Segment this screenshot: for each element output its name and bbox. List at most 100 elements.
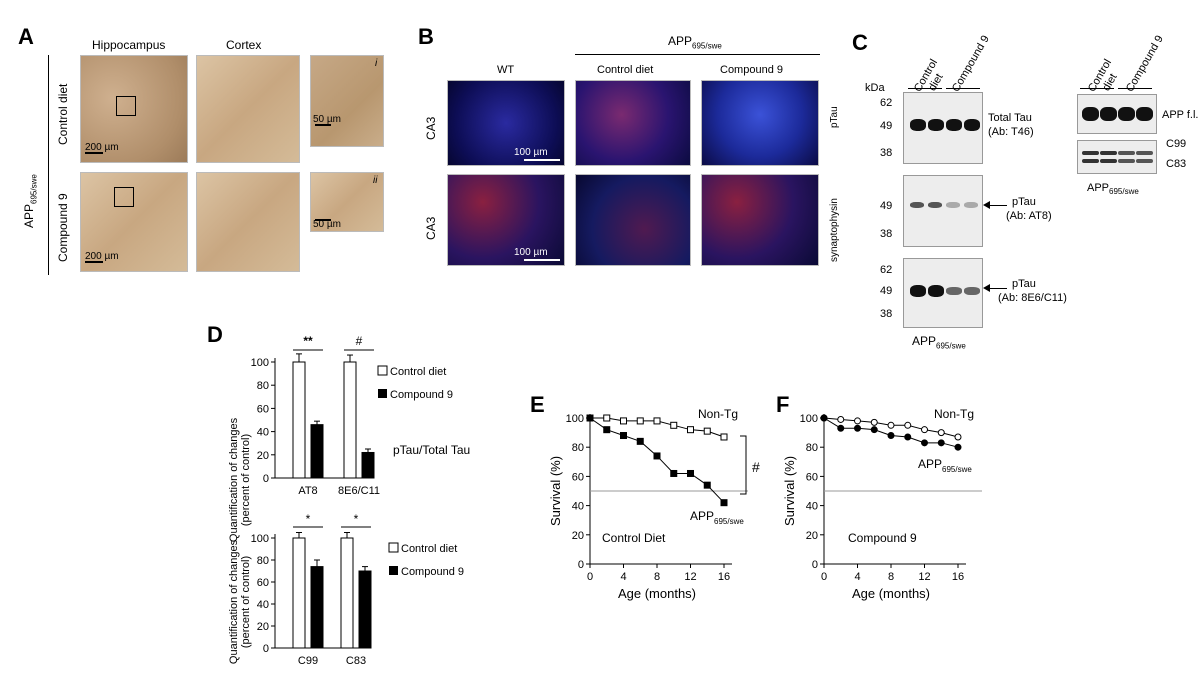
wt-ptau-image: 100 µm: [447, 80, 565, 166]
scale-50-b: 50 µm: [313, 219, 341, 230]
y-axis-title: Survival (%): [782, 456, 797, 526]
data-point: [620, 417, 627, 425]
arrow-head-icon: [983, 284, 990, 292]
y-tick-label: 0: [812, 559, 818, 571]
genotype-label-a: APP695/swe: [22, 174, 39, 228]
e-sig: #: [752, 459, 760, 475]
y-tick-label: 60: [572, 471, 584, 483]
mw-38-b: 38: [880, 228, 893, 240]
data-point: [586, 414, 594, 422]
app-fl-blot: [1077, 94, 1157, 134]
compound-ptau-image: [701, 80, 819, 166]
y-tick-label: 100: [800, 413, 818, 425]
scale-100-b: 100 µm: [514, 247, 548, 258]
ptau-at8-blot: [903, 175, 983, 247]
lane-bracket: [1118, 88, 1152, 89]
bar: [310, 424, 324, 479]
y-tick-label: 60: [257, 577, 269, 589]
data-point: [670, 469, 678, 477]
panel-d-charts: Quantification of changes (percent of co…: [228, 334, 470, 667]
data-point: [921, 426, 928, 434]
f-nontg-label: Non-Tg: [934, 407, 974, 421]
lane-compound-9: Compound 9: [950, 33, 992, 94]
band: [1082, 151, 1099, 155]
control-synaptophysin-image: [575, 174, 691, 266]
panel-c-label: C: [852, 30, 868, 55]
x-tick-label: 16: [952, 571, 964, 583]
e-annotation: Control Diet: [602, 531, 666, 545]
data-point: [703, 427, 711, 435]
x-tick-label: 8: [888, 571, 894, 583]
y-tick-label: 40: [257, 427, 269, 439]
category-label: 8E6/C11: [338, 485, 380, 497]
genotype-label-c-right: APP695/swe: [1087, 182, 1139, 197]
lane-bracket: [908, 88, 942, 89]
data-point: [670, 421, 678, 429]
data-point: [904, 421, 912, 429]
d-ylabel-1: Quantification of changes: [228, 417, 240, 542]
total-tau-antibody: (Ab: T46): [988, 126, 1034, 138]
data-point: [603, 414, 611, 422]
y-tick-label: 40: [257, 599, 269, 611]
mw-49-c: 49: [880, 285, 893, 297]
y-tick-label: 40: [572, 501, 584, 513]
y-tick-label: 20: [257, 450, 269, 462]
mw-49-b: 49: [880, 200, 893, 212]
category-label: C83: [346, 655, 366, 667]
category-label: C99: [298, 655, 318, 667]
band: [1136, 159, 1153, 163]
data-point: [687, 469, 694, 477]
e-app-label: APP695/swe: [690, 509, 744, 526]
d-ylabel-2b: (percent of control): [240, 556, 252, 648]
d-legend-swatch-control: [377, 365, 388, 376]
control-ptau-image: [575, 80, 691, 166]
mw-49-a: 49: [880, 120, 893, 132]
y-tick-label: 20: [806, 530, 818, 542]
group-app-label: APP695/swe: [668, 34, 722, 51]
significance-bracket: [740, 435, 747, 495]
col-hippocampus: Hippocampus: [92, 38, 166, 52]
data-point: [603, 426, 611, 434]
lane-bracket: [946, 88, 980, 89]
row-compound-9: Compound 9: [56, 193, 70, 262]
band: [1118, 107, 1135, 121]
x-tick-label: 12: [918, 571, 930, 583]
col-compound-9-b: Compound 9: [720, 64, 783, 76]
scale-100-a: 100 µm: [514, 147, 548, 158]
band: [910, 202, 924, 208]
data-point: [921, 439, 928, 447]
scale-bar: [85, 261, 103, 263]
data-point: [837, 415, 845, 423]
x-axis-title: Age (months): [852, 586, 930, 601]
y-tick-label: 100: [251, 357, 269, 369]
hippocampus-control-image: 200 µm: [80, 55, 188, 163]
y-tick-label: 80: [257, 380, 269, 392]
f-plot-area: 0 20 40 60 80 100 0 4 8 12 16 Age (months) Survival …: [782, 413, 982, 601]
panel-a-label: A: [18, 24, 34, 49]
band: [928, 202, 942, 208]
scale-50-a: 50 µm: [313, 114, 341, 125]
col-control-diet-b: Control diet: [597, 64, 654, 76]
band: [1082, 107, 1099, 121]
band: [1118, 151, 1135, 155]
bar: [340, 537, 354, 649]
data-point: [720, 499, 728, 507]
y-tick-label: 0: [263, 473, 269, 485]
marker-synaptophysin: synaptophysin: [829, 198, 840, 262]
group-bracket: [575, 54, 820, 55]
e-nontg-label: Non-Tg: [698, 407, 738, 421]
category-label: AT8: [298, 485, 317, 497]
band: [928, 285, 944, 297]
bar: [343, 361, 357, 479]
d-bottom-chart: 0 20 40 60 80 100 C99 C83: [251, 526, 372, 667]
data-point: [636, 437, 644, 445]
ptau-8e6-antibody: (Ab: 8E6/C11): [998, 292, 1067, 304]
band: [910, 119, 926, 131]
d-legend-compound-b: Compound 9: [401, 566, 464, 578]
lane-compound-9-r: Compound 9: [1124, 33, 1166, 94]
bar: [292, 537, 306, 649]
data-point: [937, 429, 945, 437]
band: [910, 285, 926, 297]
scale-bar: [315, 219, 331, 221]
ptau-8e6-label: pTau: [1012, 278, 1036, 290]
